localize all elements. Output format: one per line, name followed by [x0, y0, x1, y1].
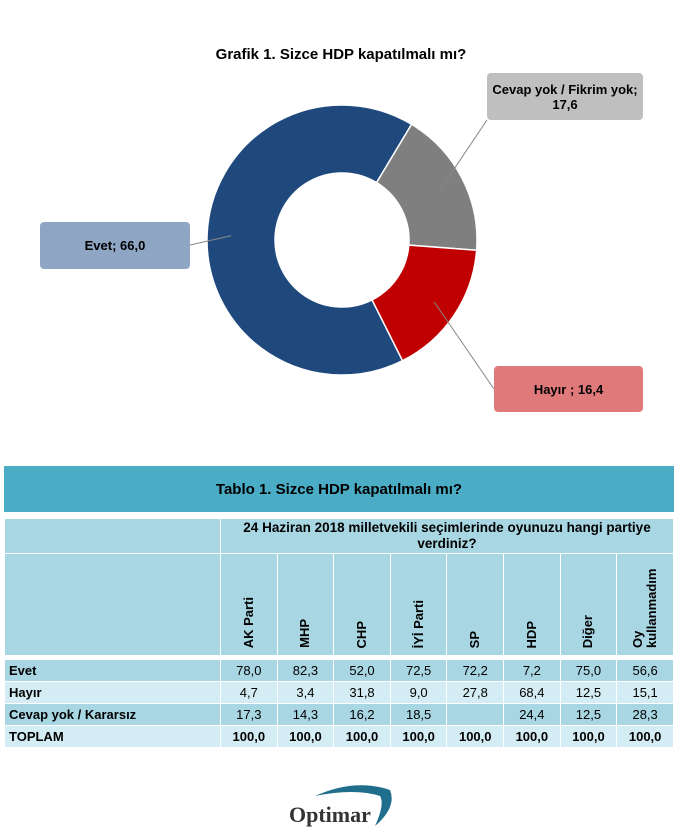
table-cell: 56,6	[617, 660, 673, 681]
table-cell: 12,5	[560, 704, 617, 725]
table-cell: 100,0	[390, 726, 447, 747]
table-row: Cevap yok / Kararsız 17,3 14,3 16,2 18,5 24,4…	[5, 704, 673, 725]
leader-line	[189, 235, 232, 246]
column-header: HDP	[504, 554, 560, 655]
results-table: Tablo 1. Sizce HDP kapatılmalı mı? 24 Ha…	[4, 466, 674, 748]
callout-evet: Evet; 66,0	[40, 222, 190, 269]
row-label: Hayır	[5, 682, 220, 703]
table-cell: 100,0	[560, 726, 617, 747]
table-cell: 72,2	[447, 660, 504, 681]
svg-text:Optimar: Optimar	[289, 802, 371, 827]
slice-0	[375, 123, 478, 252]
table-cell: 28,3	[617, 704, 673, 725]
table-cell: 27,8	[447, 682, 504, 703]
table-cell: 31,8	[334, 682, 390, 703]
table-title: Tablo 1. Sizce HDP kapatılmalı mı?	[4, 466, 674, 512]
table-cell: 100,0	[504, 726, 560, 747]
table-cell: 18,5	[390, 704, 447, 725]
header-empty	[5, 554, 220, 655]
table-cell: 100,0	[617, 726, 673, 747]
column-header: MHP	[277, 554, 334, 655]
table-cell: 17,3	[221, 704, 277, 725]
leader-line	[440, 119, 488, 190]
header-empty	[5, 519, 220, 553]
table-row: Evet 78,0 82,3 52,0 72,5 72,2 7,2 75,0 56,6	[5, 660, 673, 681]
table-cell: 82,3	[277, 660, 334, 681]
table-cell: 4,7	[221, 682, 277, 703]
table-cell: 52,0	[334, 660, 390, 681]
column-header: AK Parti	[221, 554, 277, 655]
table-question: 24 Haziran 2018 milletvekili seçimlerind…	[221, 519, 673, 553]
optimar-logo: Optimar	[289, 785, 392, 827]
table-row: TOPLAM 100,0 100,0 100,0 100,0 100,0 100,0 100,…	[5, 726, 673, 747]
column-header: SP	[447, 554, 504, 655]
table-cell: 9,0	[390, 682, 447, 703]
row-label: Evet	[5, 660, 220, 681]
row-label: TOPLAM	[5, 726, 220, 747]
leader-line	[433, 301, 495, 390]
column-header: Oy kullanmadım	[617, 554, 673, 655]
table-cell: 78,0	[221, 660, 277, 681]
callout-hayir: Hayır ; 16,4	[494, 366, 643, 412]
table-cell: 15,1	[617, 682, 673, 703]
table-cell: 24,4	[504, 704, 560, 725]
table-cell: 72,5	[390, 660, 447, 681]
table-cell	[447, 704, 504, 725]
column-header: İYİ Parti	[390, 554, 447, 655]
table-cell: 12,5	[560, 682, 617, 703]
table-cell: 3,4	[277, 682, 334, 703]
column-header: CHP	[334, 554, 390, 655]
table-row: Hayır 4,7 3,4 31,8 9,0 27,8 68,4 12,5 15,1	[5, 682, 673, 703]
table-cell: 100,0	[277, 726, 334, 747]
table-cell: 100,0	[447, 726, 504, 747]
row-label: Cevap yok / Kararsız	[5, 704, 220, 725]
table-cell: 75,0	[560, 660, 617, 681]
callout-cevap-yok: Cevap yok / Fikrim yok; 17,6	[487, 73, 643, 120]
table-cell: 14,3	[277, 704, 334, 725]
column-header: Diğer	[560, 554, 617, 655]
table-cell: 7,2	[504, 660, 560, 681]
table-cell: 100,0	[221, 726, 277, 747]
table-cell: 100,0	[334, 726, 390, 747]
table-cell: 16,2	[334, 704, 390, 725]
donut-chart	[189, 104, 495, 390]
chart-title: Grafik 1. Sizce HDP kapatılmalı mı?	[215, 46, 467, 63]
table-cell: 68,4	[504, 682, 560, 703]
slice-2	[206, 104, 413, 376]
